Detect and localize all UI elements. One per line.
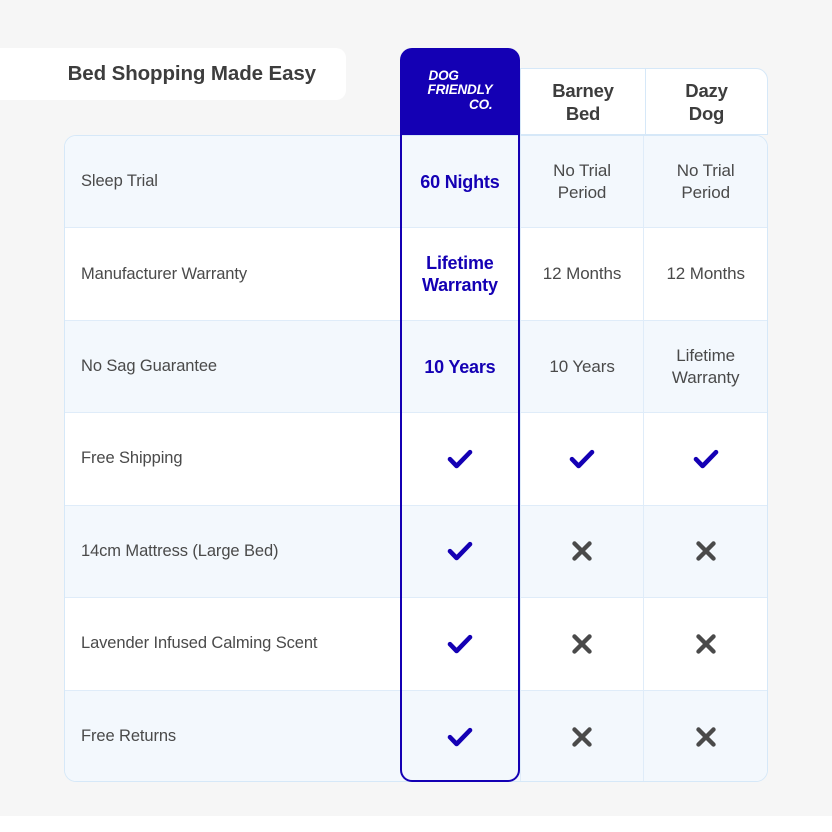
dazy-dog-value: 12 Months [666, 264, 745, 284]
brand-value: Lifetime Warranty [422, 252, 498, 296]
feature-label: No Sag Guarantee [81, 357, 217, 376]
cross-icon [694, 725, 718, 749]
dazy-dog-value-cell: No Trial Period [643, 136, 767, 228]
dazy-dog-value-cell: Lifetime Warranty [643, 320, 767, 413]
brand-value-cell [400, 413, 520, 504]
table-row: Lavender Infused Calming Scent [65, 598, 767, 691]
table-row: Manufacturer Warranty Lifetime Warranty 12 … [65, 228, 767, 321]
barney-bed-value-cell: 12 Months [519, 228, 644, 320]
dazy-dog-value-line-1: Lifetime [676, 345, 736, 365]
cross-icon [694, 539, 718, 563]
feature-label: Sleep Trial [81, 172, 158, 191]
page-title-pill: Bed Shopping Made Easy [0, 48, 346, 100]
dazy-dog-value: No Trial Period [677, 160, 735, 204]
logo-line-1: DOG [428, 67, 459, 83]
barney-bed-value-cell: No Trial Period [519, 136, 644, 228]
table-row: 14cm Mattress (Large Bed) [65, 505, 767, 599]
feature-label: Manufacturer Warranty [81, 264, 248, 283]
dazy-dog-value-cell [643, 505, 767, 598]
brand-value-line-2: Warranty [422, 275, 498, 296]
logo-line-3: CO. [469, 96, 493, 112]
check-icon [447, 726, 473, 748]
brand-value-cell: 10 Years [400, 321, 520, 412]
cross-icon [570, 539, 594, 563]
barney-bed-value-line-1: No Trial [553, 160, 611, 180]
barney-bed-value: 10 Years [549, 356, 615, 376]
column-header-dazy-dog: Dazy Dog [645, 68, 768, 135]
barney-header-line-1: Barney [552, 79, 614, 101]
brand-value-cell: Lifetime Warranty [400, 228, 520, 319]
cross-icon [694, 632, 718, 656]
barney-bed-value-cell [519, 598, 644, 690]
feature-label: 14cm Mattress (Large Bed) [81, 541, 279, 560]
table-row: No Sag Guarantee 10 Years 10 Years Lifetime… [65, 320, 767, 414]
column-header-barney-bed: Barney Bed [520, 68, 645, 135]
feature-label-cell: Lavender Infused Calming Scent [65, 598, 400, 689]
check-icon [693, 448, 719, 470]
table-row: Sleep Trial 60 Nights No Trial Period No Tri… [65, 136, 767, 229]
cross-icon [570, 632, 594, 656]
check-icon [569, 448, 595, 470]
feature-label-cell: No Sag Guarantee [65, 321, 400, 412]
barney-bed-value-cell [519, 690, 644, 781]
cross-icon [570, 725, 594, 749]
page-title: Bed Shopping Made Easy [67, 62, 317, 85]
dazy-dog-value-cell: 12 Months [643, 228, 767, 320]
barney-bed-value-cell [519, 413, 644, 505]
feature-label: Free Returns [81, 727, 177, 746]
barney-bed-value-line-2: Period [557, 182, 607, 202]
dazy-header-line-1: Dazy [685, 79, 728, 101]
table-row: Free Returns [65, 690, 767, 781]
feature-label-cell: Free Shipping [65, 413, 400, 504]
dazy-dog-value-cell [643, 690, 767, 781]
brand-value-cell: 60 Nights [400, 136, 520, 227]
brand-value: 60 Nights [420, 171, 500, 192]
check-icon [447, 540, 473, 562]
brand-column-header: DOG FRIENDLY CO. [400, 48, 520, 135]
dazy-dog-value-line-1: No Trial [676, 160, 735, 180]
brand-value-cell [400, 506, 520, 597]
barney-bed-value: No Trial Period [553, 160, 611, 204]
brand-value-cell [400, 691, 520, 781]
feature-label: Free Shipping [81, 449, 183, 468]
dazy-header-line-2: Dog [688, 102, 725, 124]
barney-bed-value: 12 Months [542, 264, 622, 284]
feature-label: Lavender Infused Calming Scent [81, 634, 318, 653]
column-header-dazy-dog-text: Dazy Dog [685, 79, 728, 125]
logo-line-2: FRIENDLY [427, 82, 493, 98]
comparison-table-body: Sleep Trial 60 Nights No Trial Period No Tri… [64, 135, 768, 782]
dazy-dog-value: Lifetime Warranty [672, 345, 740, 389]
dazy-dog-value-cell [643, 598, 767, 690]
brand-value-line-1: Lifetime [426, 253, 494, 274]
feature-label-cell: 14cm Mattress (Large Bed) [65, 506, 400, 597]
barney-bed-value-cell: 10 Years [519, 320, 644, 413]
barney-header-line-2: Bed [565, 102, 601, 124]
feature-label-cell: Free Returns [65, 691, 400, 781]
feature-label-cell: Sleep Trial [65, 136, 400, 227]
check-icon [447, 448, 473, 470]
dazy-dog-value-cell [643, 413, 767, 505]
table-row: Free Shipping [65, 413, 767, 506]
brand-value-cell [400, 598, 520, 689]
dazy-dog-value-line-2: Warranty [671, 367, 740, 387]
brand-value: 10 Years [424, 356, 496, 377]
dog-friendly-co-logo: DOG FRIENDLY CO. [427, 67, 493, 113]
barney-bed-value-cell [519, 505, 644, 598]
dazy-dog-value-line-2: Period [681, 182, 730, 202]
column-header-barney-bed-text: Barney Bed [552, 79, 614, 125]
check-icon [447, 633, 473, 655]
feature-label-cell: Manufacturer Warranty [65, 228, 400, 319]
